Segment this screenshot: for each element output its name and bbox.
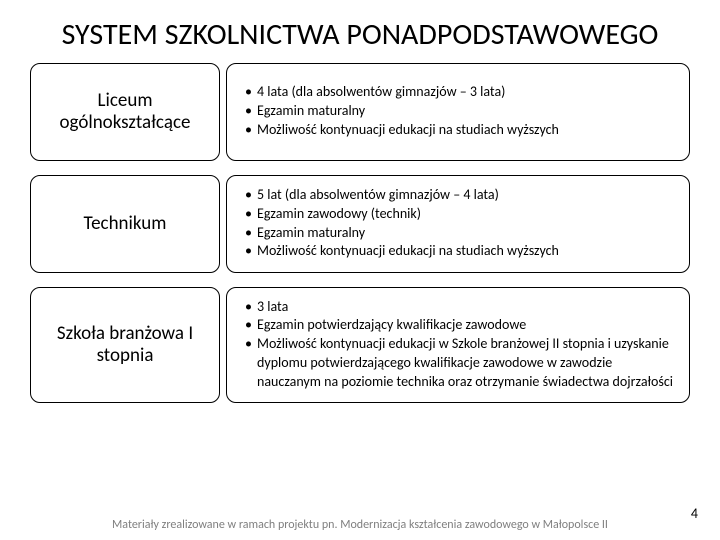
bullet-item: Możliwość kontynuacji edukacji na studia…	[245, 121, 675, 140]
bullet-item: 3 lata	[245, 298, 675, 317]
bullet-list: 3 lata Egzamin potwierdzający kwalifikac…	[245, 298, 675, 392]
page-number: 4	[691, 505, 698, 522]
label-liceum: Liceum ogólnokształcące	[30, 63, 220, 161]
bullet-item: Możliwość kontynuacji edukacji na studia…	[245, 242, 675, 261]
label-branzowa: Szkoła branżowa I stopnia	[30, 287, 220, 403]
row-branzowa: Szkoła branżowa I stopnia 3 lata Egzamin…	[30, 287, 690, 403]
content-branzowa: 3 lata Egzamin potwierdzający kwalifikac…	[226, 287, 690, 403]
bullet-item: 4 lata (dla absolwentów gimnazjów – 3 la…	[245, 83, 675, 102]
slide-title: SYSTEM SZKOLNICTWA PONADPODSTAWOWEGO	[0, 0, 720, 63]
bullet-item: Egzamin maturalny	[245, 102, 675, 121]
footer-text: Materiały zrealizowane w ramach projektu…	[0, 518, 720, 532]
bullet-list: 4 lata (dla absolwentów gimnazjów – 3 la…	[245, 83, 675, 140]
bullet-list: 5 lat (dla absolwentów gimnazjów – 4 lat…	[245, 186, 675, 262]
content-liceum: 4 lata (dla absolwentów gimnazjów – 3 la…	[226, 63, 690, 161]
rows-container: Liceum ogólnokształcące 4 lata (dla abso…	[0, 63, 720, 403]
row-technikum: Technikum 5 lat (dla absolwentów gimnazj…	[30, 175, 690, 273]
content-technikum: 5 lat (dla absolwentów gimnazjów – 4 lat…	[226, 175, 690, 273]
bullet-item: Egzamin maturalny	[245, 224, 675, 243]
bullet-item: Możliwość kontynuacji edukacji w Szkole …	[245, 335, 675, 392]
bullet-item: 5 lat (dla absolwentów gimnazjów – 4 lat…	[245, 186, 675, 205]
row-liceum: Liceum ogólnokształcące 4 lata (dla abso…	[30, 63, 690, 161]
bullet-item: Egzamin zawodowy (technik)	[245, 205, 675, 224]
bullet-item: Egzamin potwierdzający kwalifikacje zawo…	[245, 316, 675, 335]
label-technikum: Technikum	[30, 175, 220, 273]
